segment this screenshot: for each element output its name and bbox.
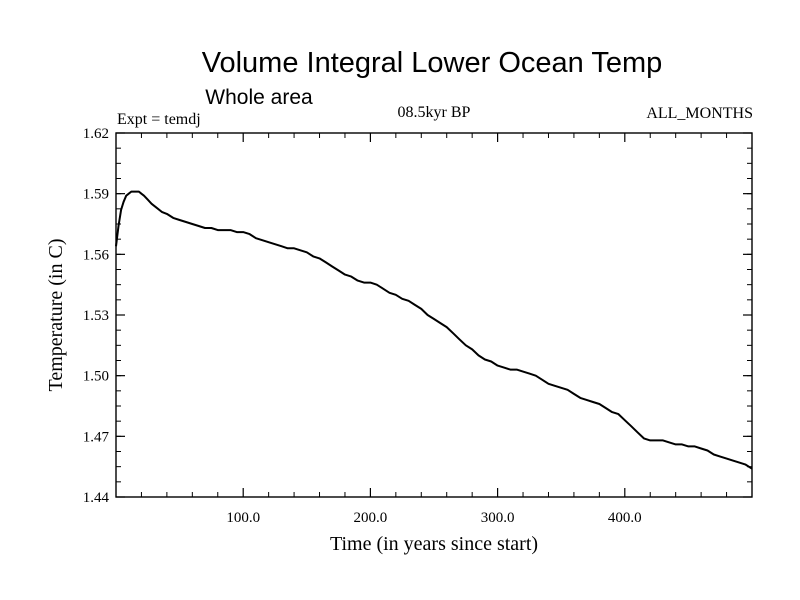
y-axis-label: Temperature (in C) xyxy=(45,239,67,392)
y-tick-label: 1.50 xyxy=(83,369,109,385)
y-tick-label: 1.47 xyxy=(83,429,110,445)
y-tick-label: 1.44 xyxy=(83,490,110,506)
plot-frame xyxy=(115,132,753,498)
chart-subtitle: Whole area xyxy=(205,86,313,109)
series-group xyxy=(115,190,753,470)
experiment-label: Expt = temdj xyxy=(117,111,201,128)
months-label: ALL_MONTHS xyxy=(646,105,753,122)
y-tick-label: 1.59 xyxy=(83,187,109,203)
series-line-temdj xyxy=(115,190,753,470)
chart-title: Volume Integral Lower Ocean Temp xyxy=(202,47,663,79)
y-tick-label: 1.56 xyxy=(83,247,110,263)
period-label: 08.5kyr BP xyxy=(398,104,471,121)
x-tick-label: 100.0 xyxy=(226,510,260,526)
y-tick-label: 1.53 xyxy=(83,308,109,324)
axis-ticks: 1.44 1.47 1.50 1.53 1.56 1.59 1.62 100.0 200.0 30… xyxy=(83,126,752,526)
x-tick-label: 400.0 xyxy=(608,510,642,526)
y-tick-label: 1.62 xyxy=(83,126,109,142)
x-axis-label: Time (in years since start) xyxy=(330,533,538,555)
x-tick-label: 300.0 xyxy=(481,510,515,526)
x-tick-label: 200.0 xyxy=(354,510,388,526)
